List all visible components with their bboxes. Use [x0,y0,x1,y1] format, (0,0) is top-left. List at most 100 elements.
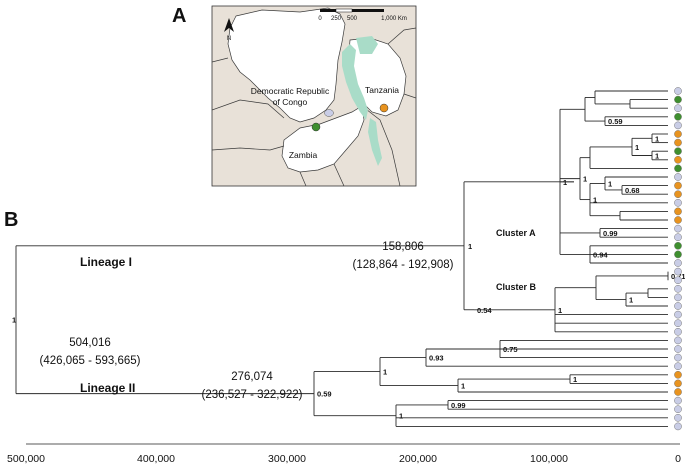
tip-marker-grey [674,362,682,371]
svg-text:0: 0 [318,16,322,22]
support-value: 1 [12,316,16,325]
support-value: 1 [593,196,597,205]
support-value: 1 [655,152,659,161]
support-value: 1 [558,306,562,315]
tip-marker-grey [674,87,682,95]
root-age: 504,016 [69,337,111,349]
lake-malawi [368,118,382,166]
support-value: 1 [655,134,659,143]
support-value: 1 [383,368,387,377]
north-arrow-icon: N [224,18,234,42]
lake-victoria [356,36,378,54]
tip-marker-green [674,250,682,259]
cluster-b-label: Cluster B [496,282,537,292]
tip-marker-grey [674,327,682,336]
zambia-label: Zambia [289,150,318,160]
tip-marker-grey [674,310,682,319]
support-value: 0.59 [608,117,623,126]
support-value: 0.75 [503,345,518,354]
tip-marker-orange [674,190,682,199]
axis-tick-label: 400,000 [137,453,175,465]
root-interval: (426,065 - 593,665) [39,355,140,367]
tip-marker-grey [674,345,682,353]
tip-marker-grey [674,319,682,328]
support-value: 1 [583,175,587,184]
lineage2-interval: (236,527 - 322,922) [201,389,302,401]
tip-marker-grey [674,276,682,285]
axis-tick-label: 500,000 [7,453,45,465]
scale-bar: 0 250 500 1,000 Km [318,8,407,22]
support-value: 0.68 [625,186,640,195]
tip-marker-grey [674,259,682,267]
tip-marker-grey [674,302,682,310]
tip-marker-orange [674,155,682,164]
tip-marker-green [674,241,682,250]
tip-marker-orange [674,207,682,216]
tip-marker-grey [674,336,682,345]
support-value: 0.94 [593,250,608,259]
time-axis: 500,000 400,000 300,000 200,000 100,000 … [7,443,681,465]
lineage2-age: 276,074 [231,371,273,383]
lake-tanganyika [342,44,368,120]
orange-site-marker [379,103,389,113]
support-value: 1 [461,382,465,391]
phylogenetic-tree: 0.591110.681110.990.9410.71110.540.750.9… [12,90,685,427]
tip-marker-grey [674,396,682,405]
tip-marker-grey [674,422,682,431]
tip-marker-green [674,112,682,121]
tip-marker-orange [674,130,682,138]
tip-marker-orange [674,216,682,224]
panel-b-letter: B [4,209,18,231]
support-value: 1 [608,179,612,188]
support-value: 0.99 [603,229,618,238]
support-value: 1 [635,143,639,152]
support-value: 0.99 [451,401,466,410]
tip-marker-orange [674,379,682,388]
axis-tick-label: 0 [675,453,681,465]
svg-text:N: N [227,36,231,42]
green-site-marker [311,122,321,132]
tip-marker-grey [674,173,682,181]
tip-marker-grey [674,405,682,414]
lavender-site-marker [324,109,334,117]
cluster-a-label: Cluster A [496,228,536,238]
support-value: 1 [563,178,567,187]
tip-marker-orange [674,138,682,147]
tip-marker-green [674,147,682,156]
support-value: 1 [629,296,633,305]
support-value: 1 [468,242,472,251]
tip-marker-grey [674,121,682,130]
tip-marker-grey [674,267,682,276]
map-panel: Democratic Republic of Congo Tanzania Za… [211,5,417,187]
axis-tick-label: 100,000 [530,453,568,465]
tip-marker-grey [674,104,682,113]
lineage-1-label: Lineage I [80,255,132,269]
support-value: 1 [399,412,403,421]
panel-a-letter: A [172,5,186,27]
support-value: 0.54 [477,306,492,315]
tanzania-label: Tanzania [365,85,399,95]
tip-marker-orange [674,370,682,379]
tip-marker-orange [674,388,682,396]
support-value: 1 [573,375,577,384]
tip-markers [674,87,682,431]
tip-marker-grey [674,233,682,242]
tip-marker-grey [674,224,682,233]
zambia-shape [281,105,365,173]
axis-tick-label: 200,000 [399,453,437,465]
tip-marker-green [674,95,682,104]
tip-marker-grey [674,198,682,207]
support-value: 0.59 [317,390,332,399]
svg-text:500: 500 [347,16,358,22]
tip-marker-green [674,164,682,173]
tip-marker-grey [674,293,682,302]
lineage-2-label: Lineage II [80,381,135,395]
lineage1-interval: (128,864 - 192,908) [352,259,453,271]
svg-text:250: 250 [331,16,342,22]
drc-label-line2: of Congo [273,97,308,107]
axis-tick-label: 300,000 [268,453,306,465]
tip-marker-grey [674,353,682,362]
tip-marker-grey [674,413,682,422]
support-value: 0.93 [429,354,444,363]
tip-marker-orange [674,181,682,190]
